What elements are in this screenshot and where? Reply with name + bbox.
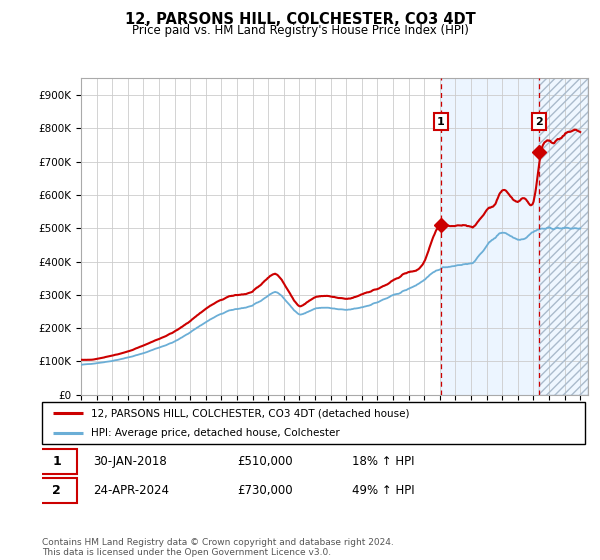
- FancyBboxPatch shape: [37, 478, 77, 503]
- Text: 2: 2: [535, 116, 543, 127]
- Text: £510,000: £510,000: [238, 455, 293, 468]
- Text: 24-APR-2024: 24-APR-2024: [94, 484, 170, 497]
- Text: 18% ↑ HPI: 18% ↑ HPI: [352, 455, 414, 468]
- Text: Price paid vs. HM Land Registry's House Price Index (HPI): Price paid vs. HM Land Registry's House …: [131, 24, 469, 37]
- Text: HPI: Average price, detached house, Colchester: HPI: Average price, detached house, Colc…: [91, 428, 340, 437]
- Text: 30-JAN-2018: 30-JAN-2018: [94, 455, 167, 468]
- Bar: [539, 78, 588, 395]
- Bar: [441, 78, 539, 395]
- Text: 1: 1: [437, 116, 445, 127]
- Text: 12, PARSONS HILL, COLCHESTER, CO3 4DT: 12, PARSONS HILL, COLCHESTER, CO3 4DT: [125, 12, 475, 27]
- Text: 49% ↑ HPI: 49% ↑ HPI: [352, 484, 414, 497]
- Text: 2: 2: [52, 484, 61, 497]
- Text: Contains HM Land Registry data © Crown copyright and database right 2024.
This d: Contains HM Land Registry data © Crown c…: [42, 538, 394, 557]
- Text: £730,000: £730,000: [238, 484, 293, 497]
- Bar: [539, 78, 588, 395]
- Text: 1: 1: [52, 455, 61, 468]
- FancyBboxPatch shape: [37, 449, 77, 474]
- Text: 12, PARSONS HILL, COLCHESTER, CO3 4DT (detached house): 12, PARSONS HILL, COLCHESTER, CO3 4DT (d…: [91, 408, 409, 418]
